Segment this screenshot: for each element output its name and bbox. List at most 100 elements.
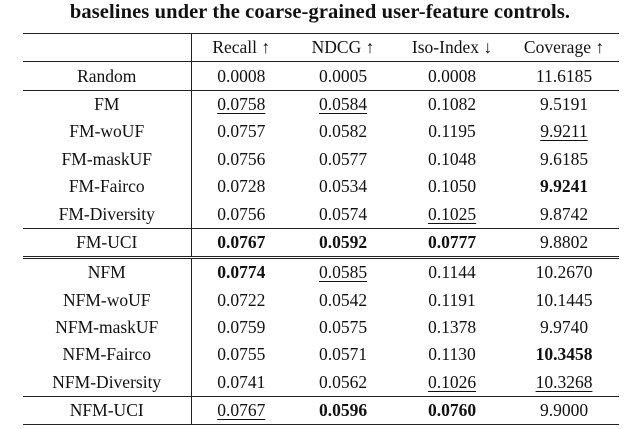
- table-row: FM 0.0758 0.0584 0.1082 9.5191: [23, 90, 619, 119]
- method-cell: FM-woUF: [23, 118, 192, 146]
- value-cell: 9.9000: [509, 396, 619, 426]
- value-text: 0.0005: [318, 65, 368, 86]
- method-cell: FM-Diversity: [23, 200, 192, 229]
- value-text: 0.0756: [217, 203, 266, 224]
- table-row: FM-UCI 0.0767 0.0592 0.0777 9.8802: [23, 228, 619, 260]
- value-text: 0.0008: [217, 65, 266, 86]
- table-row: NFM-woUF 0.0722 0.0542 0.1191 10.1445: [23, 286, 619, 314]
- value-text: 0.1191: [428, 289, 476, 310]
- value-cell: 10.3268: [509, 368, 619, 398]
- value-text: 0.0756: [217, 148, 266, 169]
- value-text: 9.5191: [539, 93, 589, 114]
- value-text: 0.0571: [318, 344, 368, 365]
- table-row: Random 0.0008 0.0005 0.0008 11.6185: [23, 61, 619, 91]
- table-body: Random 0.0008 0.0005 0.0008 11.6185 FM 0.0758 0…: [23, 61, 619, 426]
- column-header-ndcg: NDCG ↑: [291, 32, 395, 63]
- value-cell: 0.0534: [291, 173, 395, 200]
- value-text: 0.0728: [217, 176, 266, 197]
- value-text: 0.0722: [217, 289, 266, 310]
- column-header-method: [23, 32, 192, 63]
- value-text: 10.3458: [535, 344, 593, 365]
- value-cell: 0.0584: [291, 90, 395, 118]
- value-cell: 10.1445: [509, 287, 619, 314]
- value-cell: 0.0777: [395, 228, 509, 260]
- method-cell: Random: [23, 61, 192, 91]
- value-text: 0.1026: [427, 371, 477, 392]
- value-text: 0.1144: [428, 262, 476, 283]
- value-cell: 0.0582: [291, 118, 395, 145]
- table-row: NFM-Diversity 0.0741 0.0562 0.1026 10.3268: [23, 368, 619, 398]
- value-cell: 9.9211: [509, 118, 619, 145]
- value-text: 0.0758: [217, 93, 266, 114]
- method-cell: FM: [23, 90, 192, 119]
- value-cell: 0.0759: [191, 314, 291, 341]
- column-header-coverage: Coverage ↑: [509, 32, 619, 63]
- value-text: 0.1082: [427, 93, 477, 114]
- value-text: 0.0562: [318, 371, 368, 392]
- value-cell: 0.0575: [291, 314, 395, 341]
- value-cell: 0.1191: [395, 287, 509, 314]
- value-text: 0.1195: [428, 121, 476, 142]
- method-cell: NFM-maskUF: [23, 313, 192, 342]
- value-cell: 0.0755: [191, 341, 291, 368]
- value-cell: 0.1082: [395, 90, 509, 118]
- value-cell: 0.0008: [395, 61, 509, 91]
- value-cell: 0.0760: [395, 396, 509, 426]
- value-cell: 0.0758: [191, 90, 291, 118]
- value-text: 0.0542: [318, 289, 368, 310]
- method-cell: FM-maskUF: [23, 145, 192, 173]
- value-text: 0.0777: [427, 231, 477, 252]
- method-cell: FM-Fairco: [23, 172, 192, 201]
- value-cell: 0.0574: [291, 200, 395, 229]
- value-cell: 9.5191: [509, 90, 619, 118]
- value-cell: 0.0585: [291, 258, 395, 287]
- value-cell: 0.1048: [395, 146, 509, 173]
- table-row: NFM 0.0774 0.0585 0.1144 10.2670: [23, 257, 619, 287]
- method-cell: NFM: [23, 257, 192, 287]
- value-text: 0.0741: [217, 371, 266, 392]
- table-row: FM-Diversity 0.0756 0.0574 0.1025 9.8742: [23, 200, 619, 229]
- value-text: 0.0596: [318, 400, 368, 421]
- value-cell: 0.0008: [191, 61, 291, 91]
- results-table: Recall ↑ NDCG ↑ Iso-Index ↓ Coverage ↑ R…: [23, 32, 619, 426]
- value-text: 9.8742: [539, 203, 589, 224]
- value-text: 0.0760: [427, 400, 477, 421]
- value-cell: 0.1144: [395, 258, 509, 287]
- value-cell: 0.0741: [191, 368, 291, 398]
- value-cell: 9.9740: [509, 314, 619, 341]
- value-cell: 0.0005: [291, 61, 395, 91]
- value-cell: 9.6185: [509, 146, 619, 173]
- table-row: FM-woUF 0.0757 0.0582 0.1195 9.9211: [23, 118, 619, 146]
- method-cell: NFM-woUF: [23, 286, 192, 314]
- value-cell: 0.0722: [191, 287, 291, 314]
- value-cell: 0.0542: [291, 287, 395, 314]
- value-text: 0.0585: [318, 262, 368, 283]
- value-cell: 0.1050: [395, 173, 509, 200]
- value-text: 0.1378: [427, 317, 477, 338]
- value-cell: 9.8802: [509, 228, 619, 260]
- value-cell: 0.1026: [395, 368, 509, 398]
- value-text: 9.9241: [539, 176, 589, 197]
- value-cell: 9.8742: [509, 200, 619, 229]
- table-caption: baselines under the coarse-grained user-…: [69, 1, 571, 23]
- method-cell: NFM-UCI: [23, 396, 192, 426]
- table-row: FM-maskUF 0.0756 0.0577 0.1048 9.6185: [23, 145, 619, 173]
- table-row: NFM-UCI 0.0767 0.0596 0.0760 9.9000: [23, 396, 619, 426]
- value-cell: 10.2670: [509, 258, 619, 287]
- value-text: 0.0574: [318, 203, 368, 224]
- value-cell: 0.0728: [191, 173, 291, 200]
- table-row: FM-Fairco 0.0728 0.0534 0.1050 9.9241: [23, 172, 619, 201]
- value-cell: 0.0571: [291, 341, 395, 368]
- value-cell: 0.1378: [395, 314, 509, 341]
- value-text: 0.0767: [217, 231, 266, 252]
- value-cell: 11.6185: [509, 61, 619, 91]
- method-cell: NFM-Diversity: [23, 368, 192, 398]
- value-text: 0.0592: [318, 231, 368, 252]
- value-text: 0.1048: [427, 148, 477, 169]
- value-cell: 0.0562: [291, 368, 395, 398]
- value-text: 0.0575: [318, 317, 368, 338]
- method-cell: FM-UCI: [23, 228, 192, 260]
- value-cell: 0.0757: [191, 118, 291, 145]
- value-text: 0.0582: [318, 121, 368, 142]
- value-text: 9.6185: [539, 148, 589, 169]
